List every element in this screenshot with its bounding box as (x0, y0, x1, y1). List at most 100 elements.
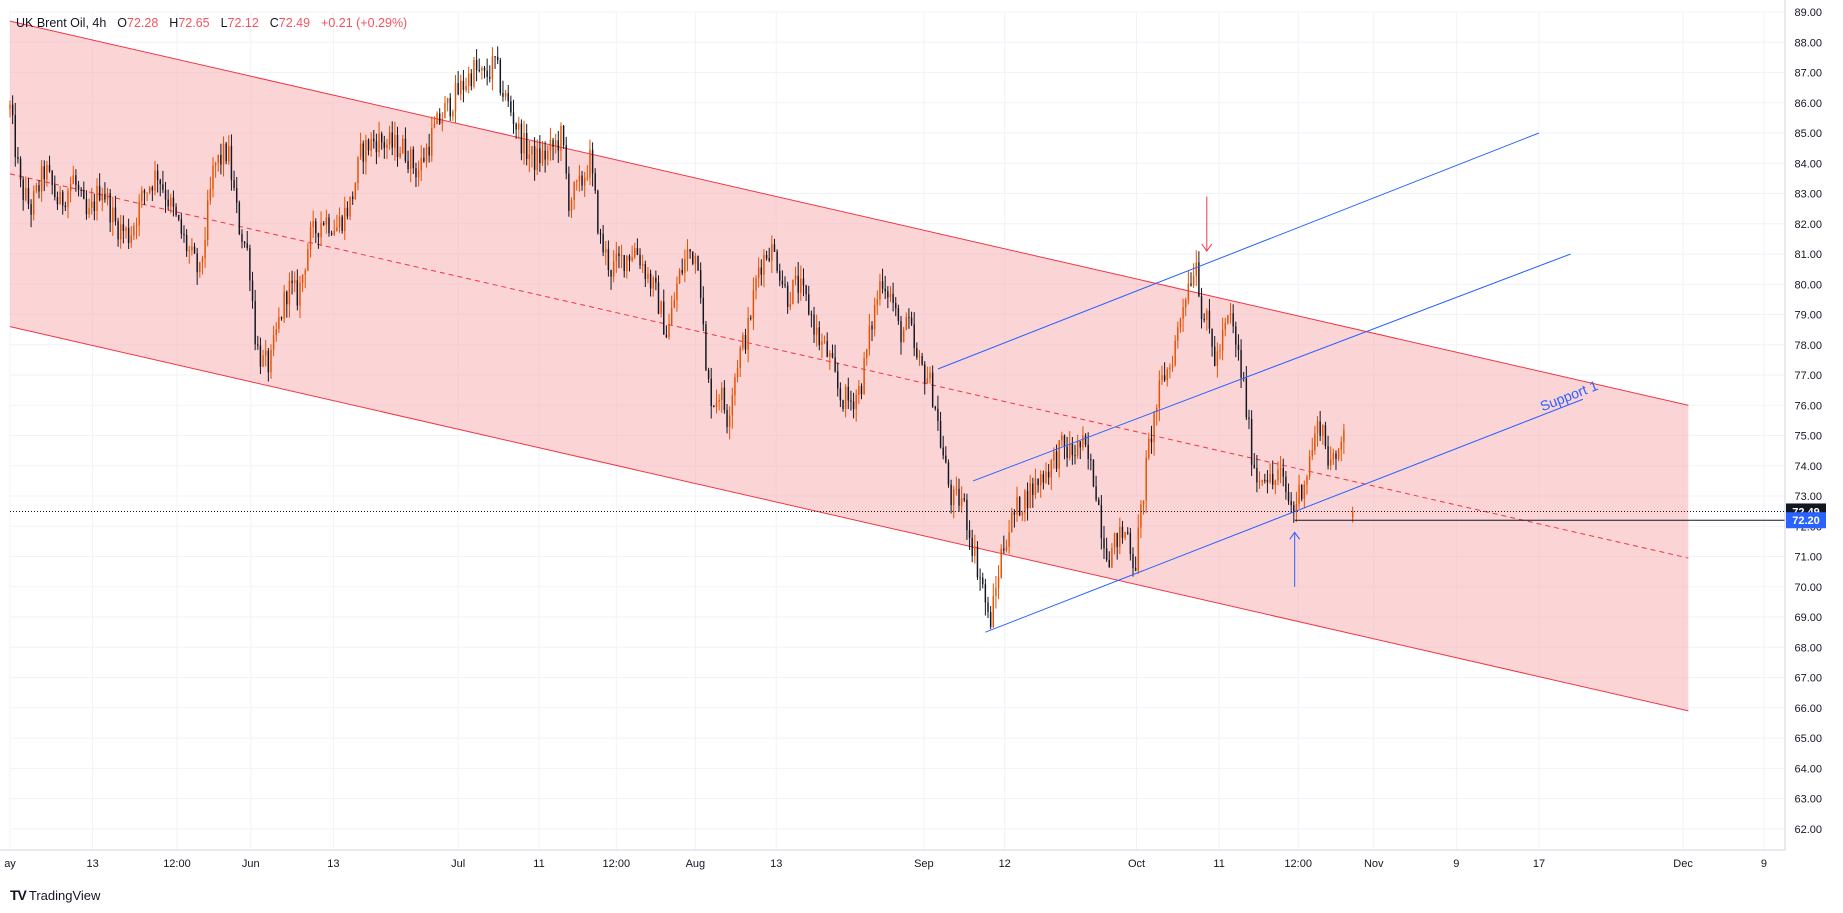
candle-body (241, 234, 243, 242)
time-tick-label: 11 (533, 858, 544, 870)
candle-body (997, 577, 1000, 589)
candle-body (860, 386, 863, 395)
trend-line-2[interactable] (972, 253, 1571, 482)
candle-body (765, 254, 768, 259)
high-label: H (169, 16, 179, 30)
candle-body (33, 191, 35, 215)
price-label-text: 72.20 (1792, 515, 1820, 527)
candle-body (897, 308, 900, 322)
candle-body (309, 227, 312, 250)
candle-body (275, 329, 277, 335)
candle-body (1229, 313, 1232, 316)
regression-channel[interactable] (9, 20, 1689, 712)
candle-body (470, 73, 473, 87)
candle-body (1206, 310, 1208, 320)
candle-body (591, 149, 594, 174)
candle-body (1166, 369, 1168, 381)
candle-body (918, 356, 921, 358)
candle-body (802, 278, 805, 286)
candle-body (554, 140, 557, 147)
price-tick-label: 75.00 (1794, 431, 1822, 443)
candle-body (800, 278, 802, 293)
candle-body (515, 123, 517, 130)
candle-body (605, 249, 607, 253)
candle-body (375, 141, 378, 153)
candle-body (415, 168, 417, 178)
candle-body (288, 280, 291, 305)
candle-body (552, 140, 554, 147)
candle-body (88, 207, 90, 215)
candle-body (436, 113, 438, 125)
candle-body (1324, 425, 1327, 447)
candle-body (1000, 548, 1002, 578)
trend-line-1[interactable] (937, 132, 1540, 370)
candle-body (1100, 504, 1103, 539)
candle-body (441, 118, 444, 124)
candle-body (1132, 553, 1134, 569)
candle-body (734, 377, 736, 396)
channel-lower-line[interactable] (9, 326, 1689, 712)
candle-body (670, 307, 673, 325)
candle-body (594, 173, 596, 191)
candle-body (328, 217, 330, 234)
candle-body (183, 233, 185, 236)
price-tick-label: 71.00 (1794, 552, 1822, 564)
candle-body (1169, 367, 1171, 370)
time-tick-label: 13 (770, 858, 782, 870)
candle-body (779, 270, 781, 281)
axes[interactable]: 62.00 63.00 64.00 65.00 66.00 67.00 68.00 69.00… (0, 0, 1826, 870)
candle-body (1258, 481, 1261, 483)
candle-body (576, 181, 578, 183)
candle-body (206, 200, 209, 240)
time-tick-label: 13 (86, 858, 98, 870)
candle-body (1148, 438, 1150, 458)
candle-body (1153, 412, 1155, 443)
candle-body (639, 254, 641, 266)
trend-line-3[interactable] (985, 398, 1584, 633)
channel-mid-line[interactable] (9, 173, 1689, 559)
down-arrow-icon[interactable] (1201, 243, 1213, 252)
candle-body (1140, 504, 1142, 528)
candle-body (257, 344, 259, 346)
candle-body (686, 249, 689, 260)
candle-body (723, 387, 726, 410)
candle-body (810, 314, 813, 316)
candle-body (407, 160, 409, 170)
up-arrow-icon[interactable] (1289, 531, 1301, 540)
candle-body (307, 249, 309, 271)
candle-body (1066, 446, 1068, 458)
candle-body (1203, 319, 1205, 321)
candle-body (1161, 375, 1163, 381)
price-tick-label: 87.00 (1794, 68, 1822, 80)
candle-body (222, 143, 225, 165)
candle-body (146, 192, 148, 194)
candle-body (154, 170, 156, 191)
candle-body (1213, 346, 1216, 366)
candle-body (873, 304, 876, 330)
candle-body (1103, 538, 1105, 549)
candle-body (583, 177, 586, 186)
candle-body (660, 301, 662, 314)
candle-body (512, 112, 515, 124)
candle-body (465, 85, 467, 90)
candle-body (365, 139, 367, 162)
tradingview-brand[interactable]: TV TradingView (10, 887, 100, 903)
time-tick-label: 11 (1213, 858, 1224, 870)
candle-body (834, 357, 836, 372)
candle-body (884, 288, 886, 292)
candle-body (900, 321, 902, 343)
price-label-badge[interactable] (1786, 512, 1826, 529)
candle-body (1024, 490, 1026, 513)
candle-body (312, 221, 314, 228)
candle-body (752, 290, 755, 319)
candle-body (1177, 327, 1179, 341)
candle-body (404, 138, 407, 161)
channel-upper-line[interactable] (9, 20, 1689, 406)
symbol-title[interactable]: UK Brent Oil, 4h (16, 16, 107, 30)
candle-body (963, 498, 966, 500)
candle-body (399, 153, 401, 158)
candle-body (481, 67, 483, 71)
candle-body (557, 140, 560, 151)
candle-body (612, 260, 615, 277)
